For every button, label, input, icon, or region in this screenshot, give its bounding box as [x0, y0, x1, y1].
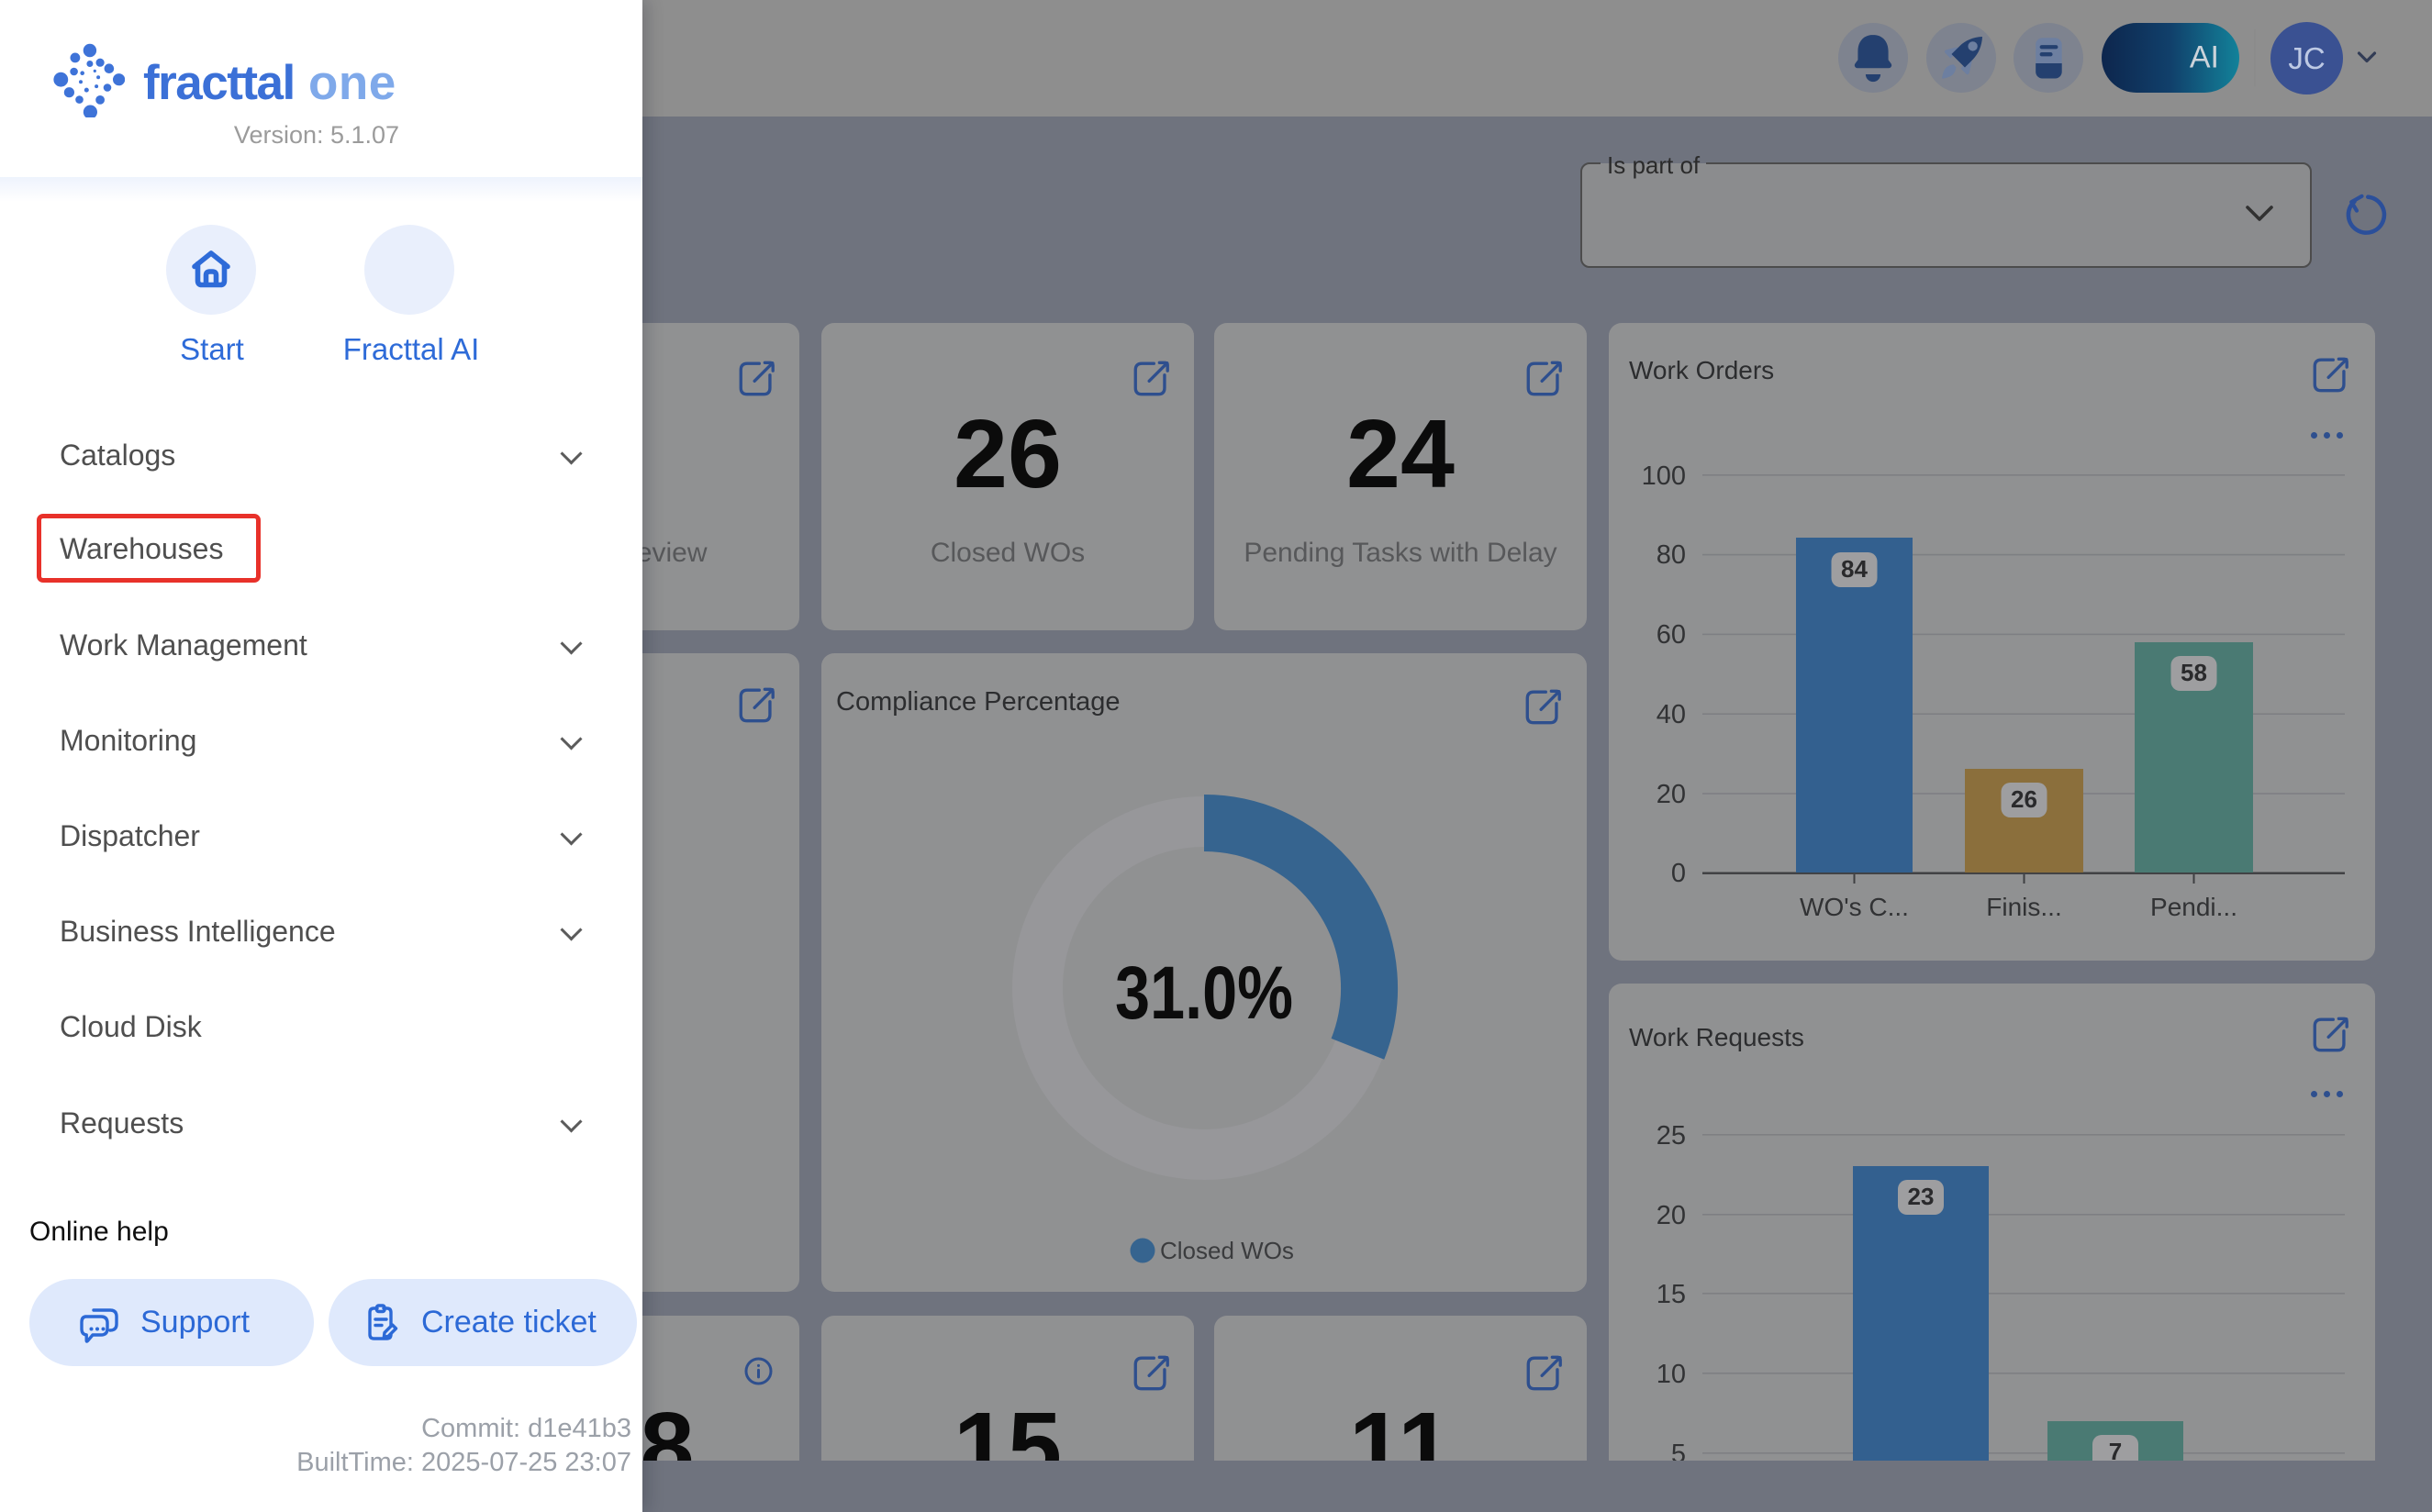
svg-text:25: 25	[1657, 1121, 1686, 1151]
svg-text:Closed WOs: Closed WOs	[1160, 1237, 1294, 1264]
svg-text:26: 26	[2011, 785, 2037, 813]
svg-text:15: 15	[1657, 1280, 1686, 1309]
svg-text:0: 0	[1671, 859, 1686, 888]
svg-text:Pendi...: Pendi...	[2150, 893, 2237, 921]
svg-text:31.0%: 31.0%	[1115, 951, 1293, 1035]
svg-text:84: 84	[1841, 555, 1868, 583]
svg-text:58: 58	[2181, 659, 2207, 686]
svg-text:5: 5	[1671, 1440, 1686, 1461]
svg-text:20: 20	[1657, 780, 1686, 809]
svg-text:20: 20	[1657, 1201, 1686, 1230]
svg-text:Finis...: Finis...	[1986, 893, 2061, 921]
svg-text:10: 10	[1657, 1360, 1686, 1389]
svg-text:WO's C...: WO's C...	[1800, 893, 1909, 921]
svg-text:100: 100	[1642, 461, 1686, 491]
svg-text:40: 40	[1657, 700, 1686, 729]
svg-text:7: 7	[2109, 1438, 2122, 1461]
svg-text:60: 60	[1657, 620, 1686, 650]
svg-text:23: 23	[1908, 1183, 1935, 1210]
svg-text:80: 80	[1657, 540, 1686, 570]
